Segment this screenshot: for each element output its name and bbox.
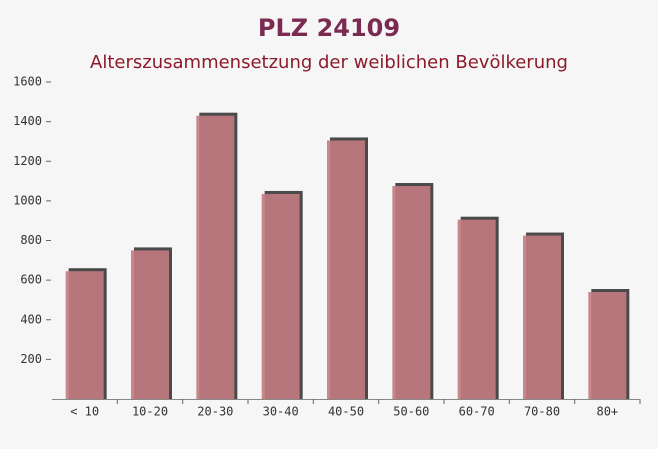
x-tick-label: 60-70 (459, 405, 495, 419)
chart-title: PLZ 24109 (258, 14, 400, 42)
y-tick-label: 1000 (13, 193, 42, 207)
x-tick-label: 70-80 (524, 405, 560, 419)
y-tick-label: 1400 (13, 114, 42, 128)
y-tick-label: 800 (20, 233, 42, 247)
y-tick-label: 600 (20, 273, 42, 287)
chart-subtitle: Alterszusammensetzung der weiblichen Bev… (90, 52, 568, 73)
y-tick-label: 200 (20, 352, 42, 366)
y-tick-label: 400 (20, 312, 42, 326)
x-tick-label: 40-50 (328, 405, 364, 419)
bar (523, 235, 561, 399)
x-tick-label: 30-40 (263, 405, 299, 419)
bar (196, 115, 235, 400)
bar (65, 271, 104, 399)
y-tick-label: 1200 (13, 154, 42, 168)
bar (457, 219, 496, 399)
bar (131, 250, 169, 399)
bar (588, 292, 627, 399)
bar (327, 140, 365, 399)
bar (392, 186, 431, 399)
bar (261, 193, 300, 399)
y-tick-label: 1600 (13, 75, 42, 89)
x-tick-label: 50-60 (393, 405, 429, 419)
x-tick-label: < 10 (70, 405, 99, 419)
x-tick-label: 80+ (596, 405, 618, 419)
x-tick-label: 10-20 (132, 405, 168, 419)
x-tick-label: 20-30 (197, 405, 233, 419)
